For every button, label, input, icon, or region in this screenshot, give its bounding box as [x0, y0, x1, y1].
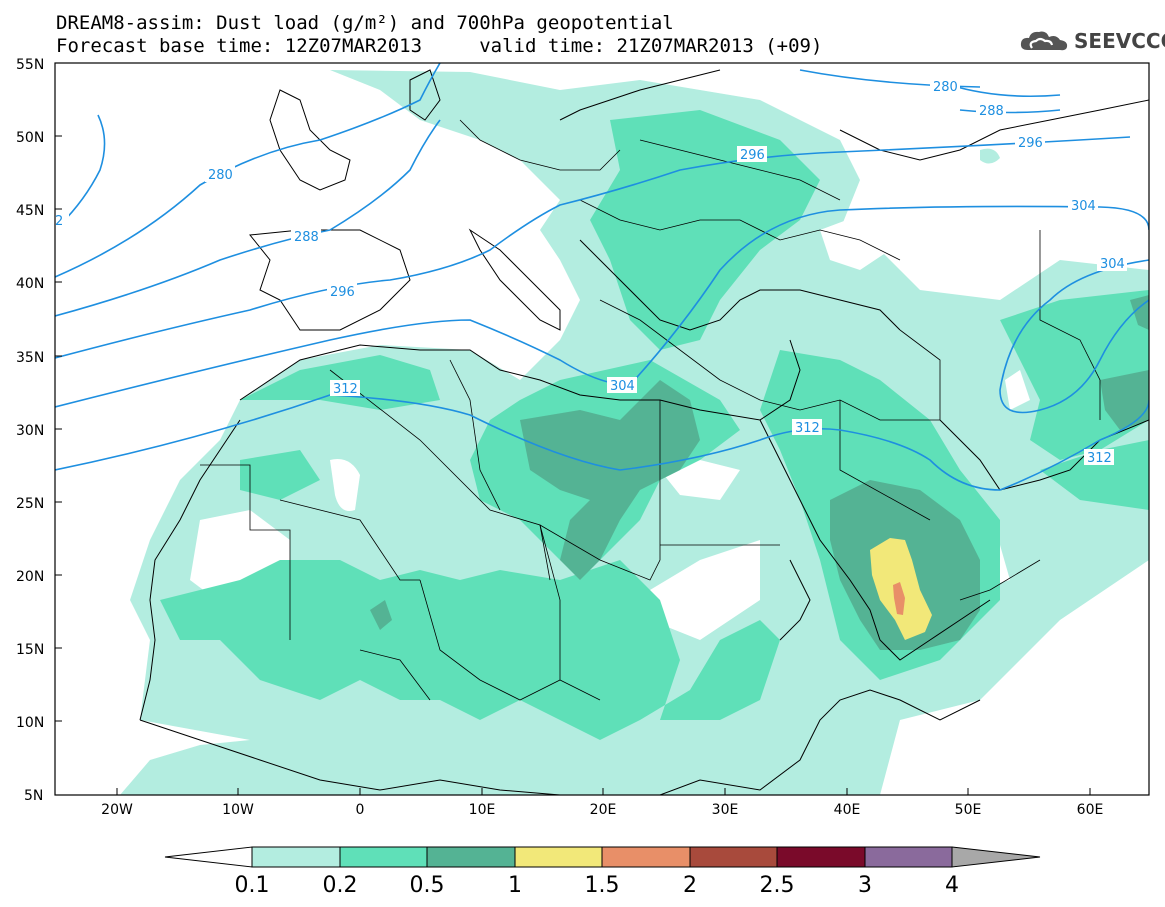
contour-280-east: [949, 84, 1061, 98]
colorbar-bin: [514, 846, 603, 868]
contour-labels: 280 288 296 304 312 280 288 296 304 312 …: [55, 78, 1127, 466]
lat-label: 25N: [16, 496, 44, 512]
colorbar-bin: [776, 846, 866, 868]
colorbar: [164, 846, 1041, 868]
longitude-labels: 20W 10W 0 10E 20E 30E 40E 50E 60E: [101, 802, 1103, 818]
lon-label: 20W: [101, 802, 133, 818]
colorbar-label: 0.1: [235, 873, 270, 898]
colorbar-label: 4: [945, 873, 959, 898]
axis-ticks: [55, 62, 1091, 795]
contour-label: 2: [55, 214, 63, 229]
contour-label: 312: [333, 382, 358, 397]
contour-label: 280: [933, 80, 958, 95]
colorbar-label: 2: [683, 873, 697, 898]
colorbar-label: 1.5: [585, 873, 620, 898]
coastlines: [139, 69, 1149, 795]
map-subtitle-times: Forecast base time: 12Z07MAR2013 valid t…: [56, 35, 823, 57]
lat-label: 40N: [16, 276, 44, 292]
contour-304-east: [999, 259, 1149, 414]
contour-label: 280: [208, 168, 233, 183]
lon-label: 50E: [955, 802, 982, 818]
lat-label: 50N: [16, 130, 44, 146]
colorbar-bin: [251, 846, 341, 868]
dust-field-1.5: [893, 582, 905, 615]
lat-label: 30N: [16, 423, 44, 439]
lat-label: 10N: [16, 715, 44, 731]
country-borders: [200, 119, 1101, 701]
lon-label: 10W: [222, 802, 254, 818]
contour-label: 296: [330, 285, 355, 300]
contour-label: 304: [610, 379, 635, 394]
colorbar-label: 0.2: [323, 873, 358, 898]
contour-label: 288: [979, 104, 1004, 119]
colorbar-label: 2.5: [760, 873, 795, 898]
lat-label: 55N: [16, 57, 44, 73]
lat-label: 45N: [16, 203, 44, 219]
contour-288-east: [959, 109, 1061, 114]
contour-288-west: [55, 119, 441, 317]
seevccc-logo: SEEVCCC: [1018, 28, 1165, 54]
contour-label: 296: [740, 148, 765, 163]
lat-label: 20N: [16, 569, 44, 585]
lon-label: 60E: [1077, 802, 1104, 818]
colorbar-left-arrow: [164, 846, 253, 868]
lon-label: 30E: [712, 802, 739, 818]
colorbar-label: 1: [508, 873, 522, 898]
colorbar-bin: [689, 846, 778, 868]
colorbar-bin: [864, 846, 953, 868]
colorbar-right-arrow: [951, 846, 1041, 868]
colorbar-labels: 0.1 0.2 0.5 1 1.5 2 2.5 3 4: [235, 873, 960, 898]
contour-label: 288: [294, 230, 319, 245]
cloud-icon: [1020, 31, 1068, 51]
dust-fields: 280 288 296 304 312 280 288 296 304 312 …: [55, 63, 1149, 795]
logo-text: SEEVCCC: [1074, 29, 1165, 53]
contour-272: [59, 114, 106, 226]
contour-296: [55, 136, 1131, 359]
lat-label: 5N: [24, 788, 43, 804]
colorbar-label: 3: [858, 873, 872, 898]
map-title: DREAM8-assim: Dust load (g/m²) and 700hP…: [56, 12, 674, 34]
lon-label: 10E: [469, 802, 496, 818]
colorbar-bin: [426, 846, 516, 868]
contour-label: 304: [1071, 199, 1096, 214]
lon-label: 40E: [834, 802, 861, 818]
lon-label: 20E: [590, 802, 617, 818]
colorbar-label: 0.5: [410, 873, 445, 898]
lat-label: 15N: [16, 642, 44, 658]
contour-label: 312: [795, 421, 820, 436]
lon-label: 0: [356, 802, 365, 818]
contour-label: 304: [1100, 257, 1125, 272]
colorbar-bin: [601, 846, 691, 868]
contour-label: 296: [1018, 136, 1043, 151]
lat-label: 35N: [16, 350, 44, 366]
contour-label: 312: [1087, 451, 1112, 466]
colorbar-bin: [339, 846, 428, 868]
contour-280-west: [55, 63, 441, 278]
latitude-labels: 55N 50N 45N 40N 35N 30N 25N 20N 15N 10N …: [16, 57, 44, 804]
